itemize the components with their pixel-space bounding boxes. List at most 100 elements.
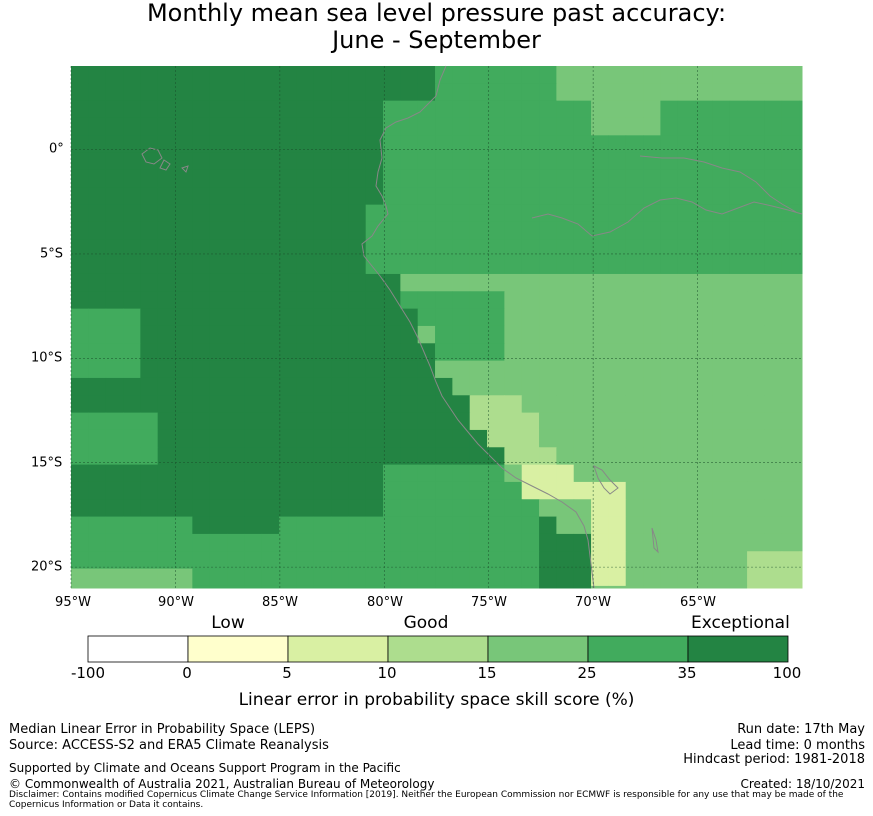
map-cell	[261, 516, 280, 535]
map-cell	[313, 395, 332, 414]
map-cell	[452, 551, 471, 570]
map-cell	[157, 516, 176, 535]
map-cell	[313, 447, 332, 466]
map-cell	[591, 169, 609, 188]
map-cell	[313, 256, 332, 275]
map-cell	[400, 291, 419, 310]
map-cell	[504, 239, 523, 258]
map-cell	[88, 325, 107, 344]
map-cell	[469, 447, 488, 466]
map-cell	[435, 325, 453, 344]
map-cell	[729, 100, 748, 119]
map-cell	[400, 447, 419, 466]
map-cell	[435, 516, 453, 535]
map-cell	[296, 100, 315, 119]
map-cell	[261, 464, 280, 483]
map-cell	[175, 360, 193, 379]
map-cell	[781, 533, 800, 552]
map-cell	[469, 551, 488, 570]
map-cell	[296, 135, 315, 154]
map-cell	[556, 256, 575, 275]
map-cell	[487, 273, 505, 292]
map-cell	[643, 447, 661, 466]
map-cell	[365, 204, 384, 223]
map-cell	[799, 100, 803, 119]
map-cell	[625, 187, 644, 206]
map-cell	[140, 499, 159, 518]
map-cell	[417, 429, 436, 448]
map-cell	[521, 239, 540, 258]
map-cell	[781, 256, 800, 275]
map-cell	[383, 551, 401, 570]
map-cell	[660, 135, 679, 154]
lon-label: 85°W	[262, 595, 298, 610]
map-cell	[365, 169, 384, 188]
map-cell	[105, 117, 124, 136]
map-cell	[591, 551, 609, 570]
map-cell	[781, 100, 800, 119]
map-cell	[712, 447, 731, 466]
map-cell	[781, 117, 800, 136]
map-cell	[209, 481, 228, 500]
map-cell	[504, 273, 523, 292]
map-cell	[261, 585, 280, 589]
map-cell	[487, 221, 505, 240]
map-cell	[365, 66, 384, 84]
map-cell	[296, 360, 315, 379]
map-cell	[643, 585, 661, 589]
map-cell	[244, 568, 263, 587]
map-cell	[625, 256, 644, 275]
map-cell	[452, 152, 471, 171]
map-cell	[175, 551, 193, 570]
map-cell	[331, 516, 349, 535]
map-cell	[348, 447, 367, 466]
map-cell	[123, 169, 141, 188]
map-cell	[504, 256, 523, 275]
map-cell	[261, 256, 280, 275]
map-cell	[313, 239, 332, 258]
map-cell	[209, 516, 228, 535]
map-cell	[71, 412, 89, 431]
map-cell	[677, 308, 696, 327]
map-cell	[764, 204, 783, 223]
map-cell	[799, 135, 803, 154]
map-cell	[539, 343, 557, 362]
map-cell	[556, 464, 575, 483]
map-cell	[244, 66, 263, 84]
map-cell	[539, 291, 557, 310]
map-cell	[747, 152, 765, 171]
map-cell	[556, 291, 575, 310]
map-cell	[660, 204, 679, 223]
map-cell	[348, 83, 367, 102]
map-cell	[452, 100, 471, 119]
map-cell	[261, 117, 280, 136]
map-cell	[504, 481, 523, 500]
map-cell	[227, 325, 245, 344]
map-cell	[279, 308, 297, 327]
map-cell	[556, 377, 575, 396]
map-cell	[643, 377, 661, 396]
map-cell	[712, 187, 731, 206]
map-cell	[175, 412, 193, 431]
map-cell	[677, 377, 696, 396]
map-cell	[192, 187, 211, 206]
map-cell	[469, 412, 488, 431]
map-cell	[591, 152, 609, 171]
map-cell	[417, 187, 436, 206]
map-cell	[123, 117, 141, 136]
map-cell	[365, 152, 384, 171]
map-cell	[452, 395, 471, 414]
map-cell	[625, 551, 644, 570]
map-cell	[175, 273, 193, 292]
map-cell	[383, 360, 401, 379]
map-cell	[677, 343, 696, 362]
map-cell	[591, 291, 609, 310]
map-cell	[88, 152, 107, 171]
map-cell	[175, 135, 193, 154]
map-cell	[712, 377, 731, 396]
map-cell	[747, 273, 765, 292]
map-cell	[313, 83, 332, 102]
map-cell	[660, 343, 679, 362]
map-cell	[88, 481, 107, 500]
map-cell	[712, 273, 731, 292]
